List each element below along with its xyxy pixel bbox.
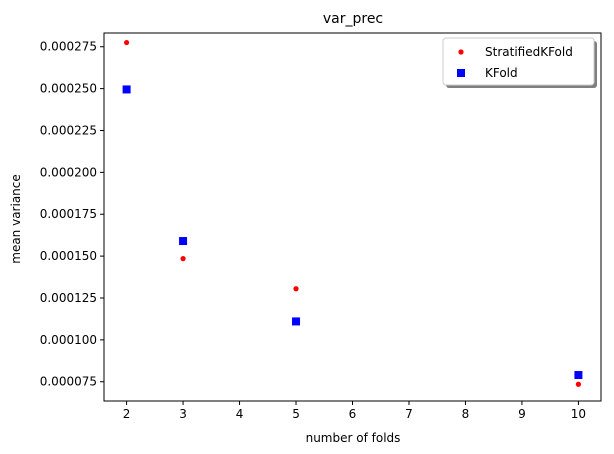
- x-tick-label: 6: [349, 407, 357, 421]
- data-point-circle: [575, 381, 582, 387]
- y-tick-label: 0.000200: [40, 165, 97, 179]
- data-point-square: [122, 85, 131, 94]
- series-stratifiedkfold: [123, 39, 582, 387]
- y-tick-label: 0.000100: [40, 333, 97, 347]
- y-tick-label: 0.000150: [40, 249, 97, 263]
- y-tick-label: 0.000075: [40, 375, 97, 389]
- data-point-circle: [180, 256, 186, 262]
- y-tick-label: 0.000125: [40, 291, 97, 305]
- x-tick-label: 10: [571, 407, 586, 421]
- y-tick-label: 0.000175: [40, 207, 97, 221]
- y-tick-label: 0.000275: [40, 40, 97, 54]
- legend-label: KFold: [485, 66, 518, 80]
- data-point-square: [574, 371, 583, 380]
- legend-marker-circle: [458, 49, 464, 55]
- legend-box: [442, 37, 595, 86]
- data-point-square: [179, 237, 188, 246]
- legend: StratifiedKFold KFold: [442, 37, 597, 88]
- chart-title: var_prec: [323, 11, 383, 27]
- plot-area: 2 3 4 5 6 7 8 9 10 0.000075 0.000100 0.000125 0.0001…: [40, 32, 602, 421]
- x-axis-label: number of folds: [306, 431, 401, 445]
- x-tick-label: 7: [405, 407, 413, 421]
- data-point-square: [292, 317, 301, 326]
- x-tick-label: 9: [518, 407, 526, 421]
- series-kfold: [122, 85, 583, 380]
- legend-marker-square: [457, 69, 465, 77]
- data-point-circle: [293, 286, 299, 292]
- legend-label: StratifiedKFold: [485, 45, 573, 59]
- y-axis-label: mean variance: [9, 174, 23, 264]
- x-tick-label: 8: [462, 407, 470, 421]
- x-tick-label: 2: [123, 407, 131, 421]
- x-tick-label: 4: [236, 407, 244, 421]
- x-tick-label: 5: [292, 407, 300, 421]
- y-tick-label: 0.000250: [40, 82, 97, 96]
- x-tick-label: 3: [179, 407, 187, 421]
- data-point-circle: [123, 39, 130, 46]
- y-tick-label: 0.000225: [40, 123, 97, 137]
